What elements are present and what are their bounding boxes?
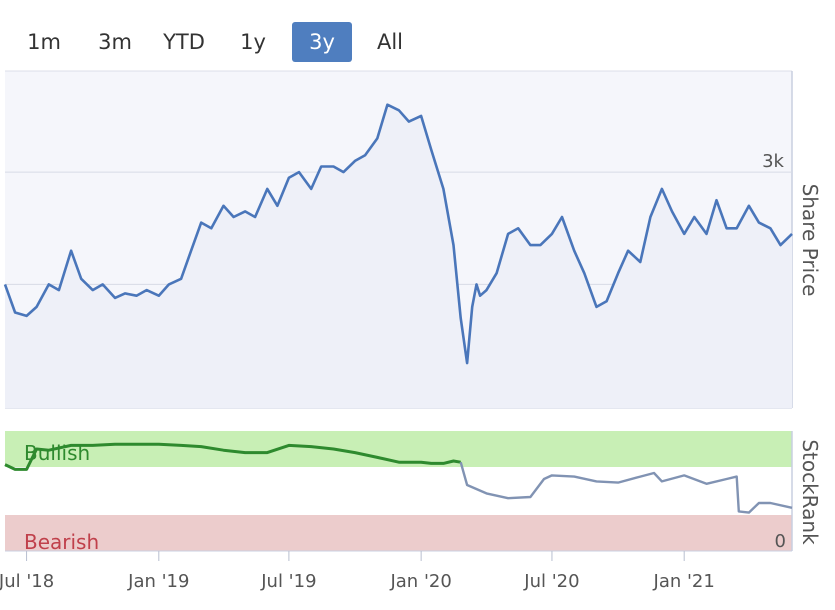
range-button-1y[interactable]: 1y <box>240 30 266 54</box>
rank-tick-labels: 0 <box>775 531 786 552</box>
price-line <box>3 103 793 365</box>
range-button-3y[interactable]: 3y <box>292 22 352 62</box>
rank-axis-title: StockRank <box>798 439 822 545</box>
rank-tick-label: 0 <box>775 531 786 552</box>
range-button-3m[interactable]: 3m <box>98 30 132 54</box>
stockrank-line <box>459 461 793 514</box>
range-button-all[interactable]: All <box>376 30 404 54</box>
range-button-1m[interactable]: 1m <box>27 30 61 54</box>
x-tick-label: Jan '19 <box>127 571 189 592</box>
bearish-band <box>5 515 792 551</box>
stockrank-line-bullish <box>4 442 461 471</box>
x-tick-label: Jul '19 <box>260 571 316 592</box>
bearish-label: Bearish <box>24 530 99 554</box>
range-selector: 1m 3m YTD 1y 3y All <box>0 20 835 64</box>
price-axis-title: Share Price <box>798 184 822 297</box>
x-tick-label: Jul '20 <box>523 571 579 592</box>
x-tick-label: Jan '21 <box>653 571 715 592</box>
range-button-ytd[interactable]: YTD <box>163 30 205 54</box>
x-tick-label: Jul '18 <box>0 571 54 592</box>
price-area <box>5 104 792 408</box>
x-tick-label: Jan '20 <box>389 571 451 592</box>
x-axis-ticks: Jul '18 Jan '19 Jul '19 Jan '20 Jul '20 Jan '… <box>0 551 715 592</box>
price-tick-label: 3k <box>762 151 784 172</box>
